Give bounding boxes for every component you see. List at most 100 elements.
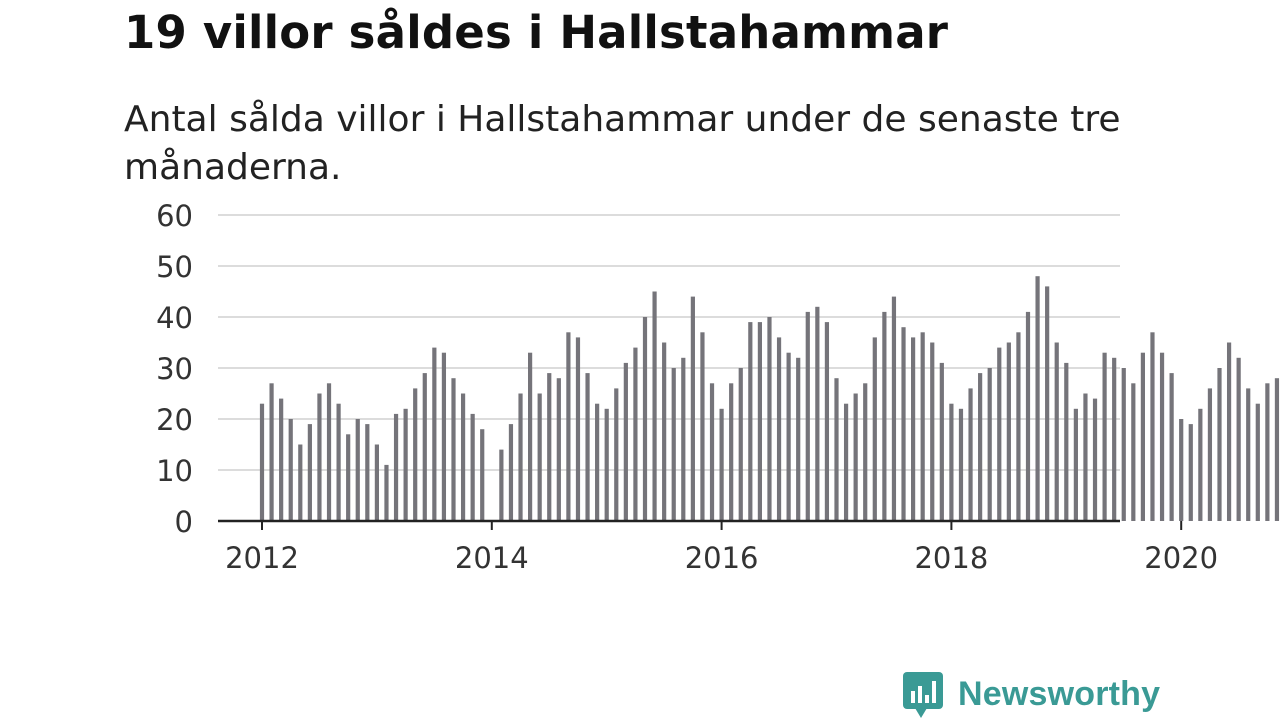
bar: [1265, 383, 1270, 521]
bar: [642, 317, 648, 521]
bar: [824, 322, 830, 521]
bar: [1169, 373, 1174, 521]
chart-subtitle: Antal sålda villor i Hallstahammar under…: [124, 99, 1121, 188]
bar: [776, 337, 782, 521]
y-tick-label: 60: [156, 199, 193, 233]
bar: [997, 347, 1002, 521]
chart-title: 19 villor såldes i Hallstahammar: [124, 6, 949, 59]
y-tick-label: 40: [156, 301, 193, 335]
bar: [834, 378, 839, 521]
bar: [403, 408, 408, 521]
bar: [863, 383, 868, 521]
bar: [786, 352, 791, 521]
bar: [949, 403, 954, 521]
bar: [566, 332, 571, 521]
bar: [968, 388, 973, 521]
bar: [719, 408, 724, 521]
bar: [336, 403, 341, 521]
bar: [767, 317, 772, 521]
bar: [470, 413, 475, 521]
bar: [853, 393, 858, 521]
bar: [796, 357, 801, 521]
bar: [432, 347, 437, 521]
bar: [269, 383, 274, 521]
bar: [288, 419, 293, 521]
bar: [508, 424, 514, 521]
y-tick-label: 0: [175, 505, 193, 539]
bar: [355, 419, 360, 521]
bar: [326, 383, 332, 521]
bar: [738, 368, 743, 521]
bar: [1054, 342, 1059, 521]
bar: [365, 424, 370, 521]
bar: [623, 362, 628, 521]
bar: [987, 368, 992, 521]
x-tick-label: 2012: [225, 541, 299, 575]
bar: [1045, 286, 1050, 521]
bar: [681, 357, 686, 521]
bar: [901, 327, 906, 521]
bar: [891, 296, 897, 521]
bar: [911, 337, 916, 521]
bar: [1092, 398, 1098, 521]
y-tick-label: 50: [156, 250, 193, 284]
bar: [1207, 388, 1213, 521]
bar: [1188, 424, 1193, 521]
bar: [882, 311, 887, 521]
bar: [480, 429, 485, 521]
bar: [652, 291, 657, 521]
bar: [1131, 383, 1136, 521]
bar: [298, 444, 303, 521]
bar: [709, 383, 715, 521]
bar: [547, 373, 552, 521]
bar: [346, 434, 351, 521]
bar: [1198, 408, 1203, 521]
bar: [384, 464, 389, 521]
bar: [537, 393, 542, 521]
bar: [1159, 352, 1165, 521]
bar: [805, 311, 810, 521]
bar: [556, 378, 561, 521]
bar: [451, 378, 456, 521]
bar: [958, 408, 964, 521]
bar: [1102, 352, 1107, 521]
bar: [920, 332, 925, 521]
bar: [1083, 393, 1088, 521]
bar: [815, 306, 820, 521]
bar: [499, 449, 504, 521]
y-tick-label: 10: [156, 454, 193, 488]
bar: [843, 403, 849, 521]
bar: [374, 444, 379, 521]
bar: [1274, 378, 1280, 521]
bar: [1217, 368, 1222, 521]
bar: [1035, 276, 1040, 521]
bar: [393, 413, 399, 521]
bar: [1064, 362, 1069, 521]
bar: [604, 408, 609, 521]
bar: [595, 403, 600, 521]
y-tick-label: 20: [156, 403, 193, 437]
x-tick-label: 2016: [685, 541, 759, 575]
bar: [1112, 357, 1117, 521]
bar: [279, 398, 284, 521]
y-tick-label: 30: [156, 352, 193, 386]
bar: [748, 322, 753, 521]
bar: [978, 373, 983, 521]
bar: [1226, 342, 1232, 521]
bar: [700, 332, 705, 521]
bar: [585, 373, 590, 521]
brand-name: Newsworthy: [958, 674, 1161, 713]
bar: [939, 362, 944, 521]
bar: [1179, 419, 1184, 521]
bar: [307, 424, 312, 521]
bar: [460, 393, 466, 521]
bar: [872, 337, 877, 521]
bar: [930, 342, 935, 521]
bar-chart: 0102030405060201220142016201820202022202…: [156, 199, 1280, 575]
bar: [757, 322, 762, 521]
newsworthy-brand: Newsworthy: [902, 668, 1160, 720]
bar: [1006, 342, 1011, 521]
bar: [259, 403, 265, 521]
bar: [1016, 332, 1021, 521]
bar: [441, 352, 447, 521]
